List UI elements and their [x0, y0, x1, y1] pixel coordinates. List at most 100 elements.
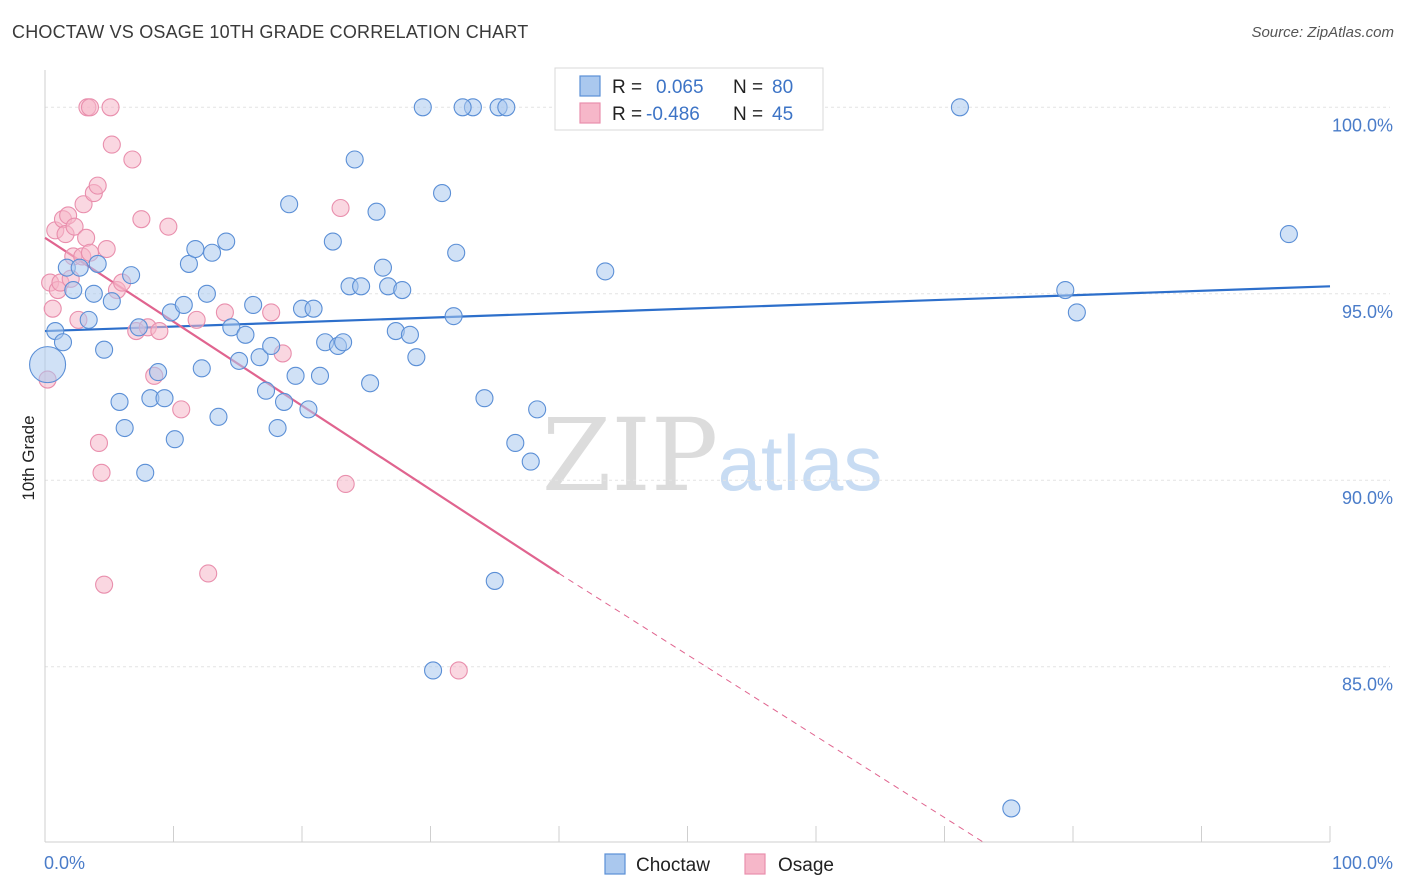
choctaw-point	[453, 98, 472, 117]
choctaw-point	[256, 381, 276, 400]
choctaw-point	[506, 433, 525, 452]
osage-point	[199, 564, 218, 583]
grid-lines	[45, 106, 1390, 668]
y-tick-label: 100.0%	[1332, 115, 1393, 135]
osage-point	[132, 210, 151, 229]
choctaw-point	[122, 266, 141, 285]
choctaw-point	[110, 392, 129, 411]
choctaw-point	[475, 389, 494, 408]
choctaw-point	[155, 389, 174, 408]
y-axis-title: 10th Grade	[19, 415, 38, 500]
y-tick-label: 90.0%	[1342, 488, 1393, 508]
y-tick-labels: 85.0% 90.0% 95.0% 100.0%	[1332, 115, 1393, 694]
osage-point	[172, 400, 191, 419]
choctaw-trend-line	[44, 285, 1331, 333]
choctaw-point	[217, 232, 236, 251]
osage-point	[123, 150, 142, 169]
choctaw-point	[400, 325, 419, 344]
osage-point	[92, 463, 111, 482]
choctaw-point	[1056, 280, 1075, 300]
y-tick-label: 85.0%	[1342, 675, 1393, 695]
osage-point	[262, 303, 281, 322]
choctaw-point	[70, 258, 89, 277]
bottom-legend-label-osage: Osage	[778, 855, 834, 876]
legend-n-label-osage: N =	[733, 104, 763, 125]
choctaw-point	[53, 333, 73, 352]
legend-r-label-choctaw: R =	[612, 77, 642, 98]
osage-point	[74, 195, 93, 214]
osage-point	[102, 135, 121, 154]
choctaw-point	[1067, 303, 1086, 322]
choctaw-point	[393, 280, 412, 300]
choctaw-point	[323, 232, 342, 251]
choctaw-point	[203, 243, 222, 262]
choctaw-point	[1279, 225, 1298, 244]
choctaw-point	[407, 348, 426, 367]
choctaw-point	[367, 202, 386, 221]
source-note: Source: ZipAtlas.com	[1251, 24, 1394, 41]
choctaw-point	[304, 299, 323, 318]
choctaw-point	[352, 277, 371, 296]
choctaw-point	[345, 150, 364, 169]
bottom-legend-label-choctaw: Choctaw	[636, 855, 710, 876]
osage-point	[65, 217, 84, 236]
choctaw-point	[64, 280, 83, 300]
legend-r-label-osage: R =	[612, 104, 642, 125]
correlation-legend: R = 0.065 N = 80 R = -0.486 N = 45	[554, 67, 824, 131]
choctaw-point	[596, 262, 615, 281]
choctaw-point	[102, 292, 121, 311]
choctaw-point	[149, 363, 168, 382]
osage-point	[449, 661, 468, 680]
choctaw-point	[528, 400, 547, 419]
osage-point	[101, 98, 120, 117]
choctaw-point	[29, 346, 67, 384]
bottom-legend-swatch-osage	[744, 853, 766, 875]
choctaw-point	[209, 407, 228, 426]
osage-points	[38, 98, 468, 680]
choctaw-point	[115, 418, 134, 438]
choctaw-point	[192, 359, 211, 378]
osage-point	[187, 310, 206, 329]
bottom-legend-swatch-choctaw	[604, 853, 626, 875]
chart-title: CHOCTAW VS OSAGE 10TH GRADE CORRELATION …	[12, 22, 529, 42]
x-tick-label: 0.0%	[44, 853, 85, 873]
osage-point	[89, 433, 109, 452]
choctaw-point	[334, 333, 353, 352]
y-tick-label: 95.0%	[1342, 302, 1393, 322]
choctaw-point	[179, 254, 198, 273]
choctaw-point	[361, 374, 380, 393]
osage-point	[215, 303, 234, 322]
osage-point	[331, 198, 350, 218]
legend-swatch-choctaw	[579, 75, 601, 97]
choctaw-point	[444, 307, 463, 326]
choctaw-point	[79, 310, 98, 329]
legend-r-value-choctaw: 0.065	[656, 77, 704, 98]
osage-point	[43, 299, 62, 318]
choctaw-point	[236, 325, 255, 344]
watermark-zip: ZIP	[542, 397, 718, 514]
choctaw-point	[229, 351, 249, 370]
choctaw-point	[433, 184, 452, 203]
choctaw-point	[299, 400, 318, 419]
osage-point	[77, 228, 96, 247]
choctaw-point	[447, 243, 466, 262]
osage-trend-line	[558, 573, 984, 843]
choctaw-point	[280, 195, 299, 214]
watermark-atlas: atlas	[718, 419, 883, 507]
choctaw-point	[310, 366, 330, 385]
choctaw-point	[129, 318, 148, 337]
choctaw-point	[413, 98, 432, 117]
legend-n-value-choctaw: 80	[772, 77, 793, 98]
osage-point	[336, 474, 355, 494]
choctaw-point	[262, 336, 281, 356]
choctaw-point	[1002, 799, 1021, 818]
axes	[44, 70, 1331, 843]
choctaw-point	[95, 340, 114, 359]
choctaw-point	[197, 284, 216, 303]
osage-point	[95, 575, 114, 594]
x-tick-labels: 0.0% 100.0%	[44, 853, 1393, 873]
osage-point	[80, 98, 100, 117]
x-tick-label: 100.0%	[1332, 853, 1393, 873]
choctaw-point	[950, 98, 969, 117]
